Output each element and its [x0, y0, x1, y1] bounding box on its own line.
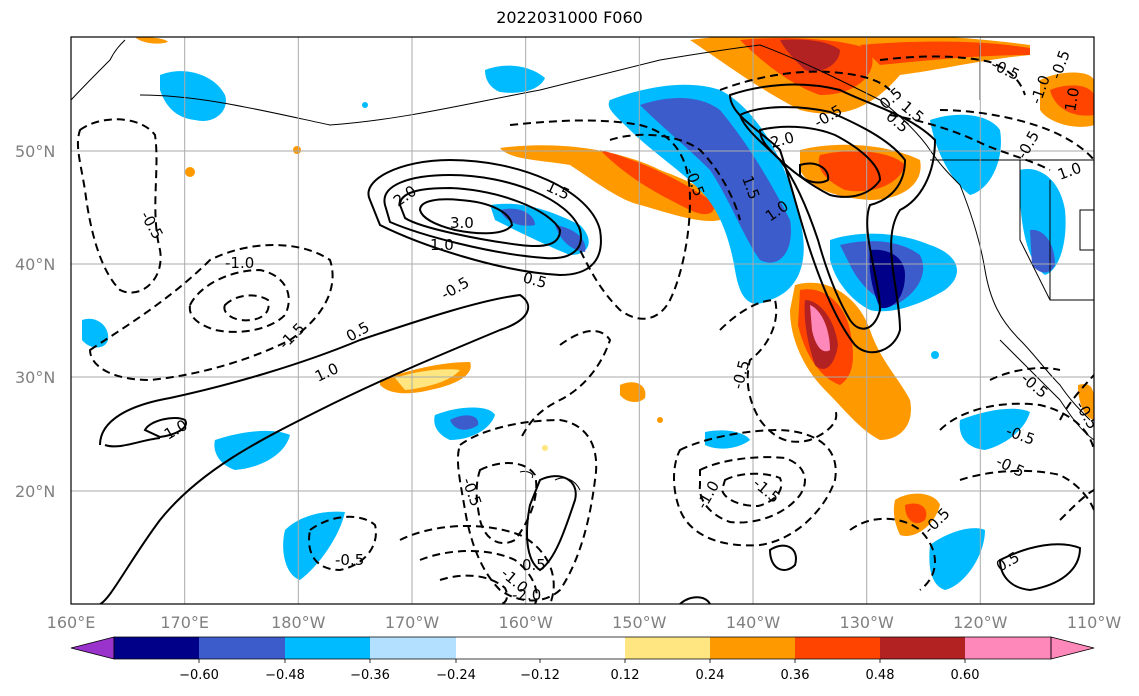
- colorbar-bin: [795, 637, 880, 659]
- colorbar-bin: [880, 637, 965, 659]
- colorbar-bin: [114, 637, 199, 659]
- lat-label: 20°N: [15, 482, 55, 501]
- contour-label: 3.0: [450, 214, 474, 232]
- colorbar-tick-label: −0.24: [436, 668, 476, 683]
- lon-label: 180°W: [271, 613, 326, 632]
- contour-label: 1.0: [430, 236, 454, 254]
- colorbar-bin: [285, 637, 370, 659]
- colorbar-tick-label: −0.48: [265, 668, 305, 683]
- lon-label: 150°W: [612, 613, 667, 632]
- lon-label: 110°W: [1067, 613, 1122, 632]
- lon-label: 170°W: [385, 613, 440, 632]
- colorbar-tick-label: 0.12: [611, 668, 640, 683]
- colorbar-bin: [710, 637, 795, 659]
- colorbar-tick-label: −0.36: [350, 668, 390, 683]
- gridlines: [71, 37, 1094, 604]
- negative-contours: [76, 55, 1094, 604]
- positive-contours: [99, 83, 1082, 604]
- latitude-labels: 50°N 40°N 30°N 20°N: [15, 142, 55, 501]
- lon-label: 160°E: [47, 613, 96, 632]
- contour-label: 0.5: [522, 556, 546, 574]
- colorbar-tick-label: −0.60: [179, 668, 219, 683]
- lon-label: 170°E: [160, 613, 209, 632]
- colorbar-bin: [625, 637, 710, 659]
- colorbar-tick-label: 0.36: [781, 668, 810, 683]
- contour-label: 1.0: [1061, 86, 1083, 113]
- colorbar-tick-label: 0.60: [951, 668, 980, 683]
- map-title: 2022031000 F060: [496, 8, 643, 27]
- lat-label: 50°N: [15, 142, 55, 161]
- colorbar-bin: [199, 637, 285, 659]
- lat-label: 30°N: [15, 368, 55, 387]
- contour-label: 2.0: [768, 128, 796, 152]
- colorbar-bin: [370, 637, 456, 659]
- colorbar-tick-label: −0.12: [520, 668, 560, 683]
- lat-label: 40°N: [15, 255, 55, 274]
- longitude-labels: 160°E 170°E 180°W 170°W 160°W 150°W 140°…: [47, 613, 1122, 632]
- colorbar-tick-label: 0.48: [866, 668, 895, 683]
- contour-label: -1.0: [225, 254, 254, 272]
- map-frame: [70, 36, 1095, 605]
- lon-label: 140°W: [726, 613, 781, 632]
- coastlines: [71, 39, 1094, 491]
- lon-label: 160°W: [499, 613, 554, 632]
- lon-label: 120°W: [953, 613, 1008, 632]
- contour-label: 0.5: [521, 268, 549, 292]
- colorbar-min-extend: [70, 636, 115, 660]
- colorbar: −0.60 −0.48 −0.36 −0.24 −0.12 0.12 0.24 …: [70, 636, 1095, 683]
- lon-label: 130°W: [840, 613, 895, 632]
- colorbar-tick-label: 0.24: [696, 668, 725, 683]
- colorbar-max-extend: [1050, 636, 1095, 660]
- contour-label: -0.5: [335, 551, 364, 569]
- colorbar-bin: [965, 637, 1051, 659]
- colorbar-bin: [456, 637, 625, 659]
- contour-label: -2.0: [512, 586, 541, 604]
